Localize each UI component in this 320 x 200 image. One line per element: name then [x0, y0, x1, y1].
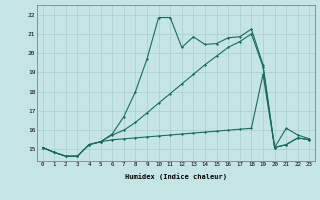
X-axis label: Humidex (Indice chaleur): Humidex (Indice chaleur): [125, 173, 227, 180]
